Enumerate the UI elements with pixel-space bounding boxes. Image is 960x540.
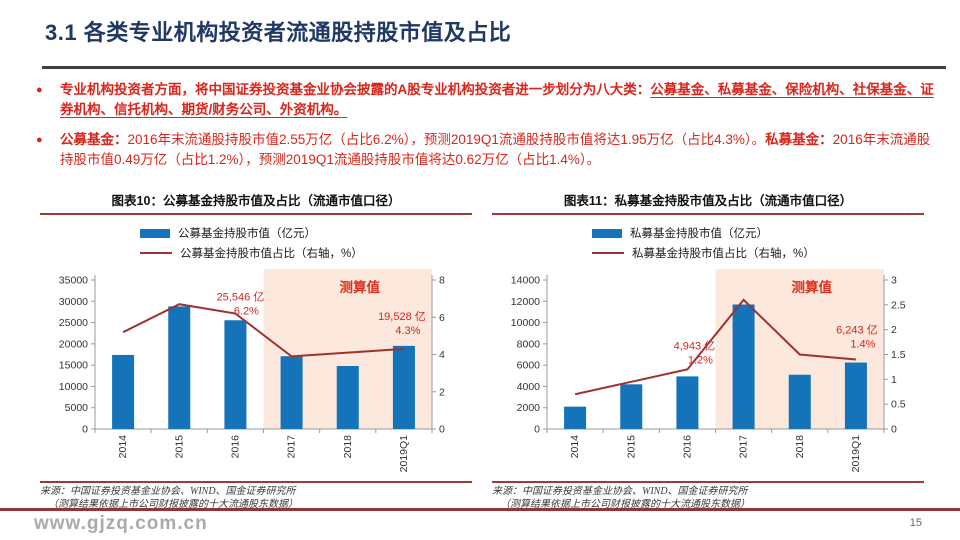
chart-title-private: 图表11：私募基金持股市值及占比（流通市值口径）: [492, 190, 924, 215]
svg-text:2018: 2018: [794, 435, 806, 459]
bullet-2-term-public: 公募基金：: [60, 131, 128, 147]
svg-text:5000: 5000: [65, 402, 89, 414]
combo-chart-public: 0 5000 10000 15000 20000 25000 30000 35000 0 2 4 6 8…: [59, 269, 445, 473]
legend-label-bar: 公募基金持股市值（亿元）: [178, 228, 316, 240]
page-number: 15: [909, 517, 922, 529]
svg-text:2016: 2016: [681, 435, 693, 459]
svg-text:15000: 15000: [59, 360, 88, 372]
svg-text:25000: 25000: [59, 317, 88, 329]
svg-text:4000: 4000: [517, 381, 541, 393]
svg-text:25,546 亿: 25,546 亿: [217, 291, 265, 304]
svg-text:2: 2: [891, 324, 897, 336]
bullet-1-underlined: 公募基金、私募基金、保险机构、社保基金、证券机构、信托机构、期货/财务公司、外资…: [60, 82, 934, 118]
chart-panel-public-fund: 图表10：公募基金持股市值及占比（流通市值口径） 公募基金持股市值（亿元） 公募…: [40, 190, 472, 511]
footer-divider: [0, 508, 960, 511]
svg-text:2019Q1: 2019Q1: [850, 435, 862, 473]
svg-text:2000: 2000: [517, 402, 541, 414]
svg-text:测算值: 测算值: [340, 279, 381, 295]
bullet-2-text: 公募基金：2016年末流通股持股市值2.55万亿（占比6.2%），预测2019Q…: [60, 130, 938, 171]
svg-text:2018: 2018: [342, 435, 354, 459]
page-title: 3.1 各类专业机构投资者流通股持股市值及占比: [45, 20, 512, 45]
svg-text:2017: 2017: [738, 435, 750, 459]
legend-label-line: 私募基金持股市值占比（右轴，%）: [632, 248, 815, 260]
svg-text:4,943 亿: 4,943 亿: [674, 339, 716, 352]
svg-text:1.2%: 1.2%: [688, 354, 713, 366]
svg-text:6.2%: 6.2%: [234, 306, 259, 318]
bullet-dot-icon: ●: [36, 84, 43, 96]
svg-text:4.3%: 4.3%: [395, 325, 420, 337]
svg-text:6: 6: [439, 312, 445, 324]
svg-text:0: 0: [439, 424, 445, 436]
svg-text:2: 2: [439, 386, 445, 398]
source-line-2: （测算结果依据上市公司财报披露的十大流通股东数据）: [500, 498, 750, 510]
legend-private: 私募基金持股市值（亿元） 私募基金持股市值占比（右轴，%）: [592, 223, 924, 263]
legend-public: 公募基金持股市值（亿元） 公募基金持股市值占比（右轴，%）: [140, 223, 472, 263]
chart-title-public: 图表10：公募基金持股市值及占比（流通市值口径）: [40, 190, 472, 215]
bar-swatch-icon: [140, 228, 170, 238]
svg-text:30000: 30000: [59, 296, 88, 308]
bullet-2-text-private: 2016年末流通股持股市值0.49万亿（占比1.2%），预测2019Q1流通股持…: [60, 131, 931, 167]
svg-text:8: 8: [439, 275, 445, 287]
svg-text:2015: 2015: [173, 435, 185, 459]
svg-text:2017: 2017: [286, 435, 298, 459]
svg-text:1.4%: 1.4%: [850, 338, 875, 350]
bullet-list: ● 专业机构投资者方面，将中国证券投资基金业协会披露的A股专业机构投资者进一步划…: [36, 80, 938, 179]
svg-text:测算值: 测算值: [792, 279, 833, 295]
source-note-private: 来源：中国证券投资基金业协会、WIND、国金证券研究所 （测算结果依据上市公司财…: [492, 486, 924, 511]
source-note-public: 来源：中国证券投资基金业协会、WIND、国金证券研究所 （测算结果依据上市公司财…: [40, 486, 472, 511]
svg-text:2014: 2014: [569, 435, 581, 459]
svg-text:8000: 8000: [517, 338, 541, 350]
legend-item-bar: 私募基金持股市值（亿元）: [592, 223, 924, 243]
bullet-item-1: ● 专业机构投资者方面，将中国证券投资基金业协会披露的A股专业机构投资者进一步划…: [36, 80, 938, 121]
svg-text:2.5: 2.5: [891, 299, 906, 311]
chart-bottom-rule: [40, 481, 472, 483]
svg-text:2015: 2015: [625, 435, 637, 459]
line-swatch-icon: [592, 252, 624, 254]
svg-text:35000: 35000: [59, 275, 88, 287]
svg-text:1.5: 1.5: [891, 349, 906, 361]
bullet-1-lead: 专业机构投资者方面，将中国证券投资基金业协会披露的A股专业机构投资者进一步划分为…: [60, 82, 651, 97]
legend-item-bar: 公募基金持股市值（亿元）: [140, 223, 472, 243]
combo-chart-private: 0 2000 4000 6000 8000 10000 12000 14000 0 0.5 1 1.5…: [511, 269, 906, 473]
line-swatch-icon: [140, 252, 172, 254]
bullet-1-text: 专业机构投资者方面，将中国证券投资基金业协会披露的A股专业机构投资者进一步划分为…: [60, 80, 938, 121]
svg-text:0: 0: [891, 424, 897, 436]
svg-text:3: 3: [891, 275, 897, 287]
svg-text:10000: 10000: [511, 317, 540, 329]
chart-bottom-rule: [492, 481, 924, 483]
bullet-2-term-private: 私募基金：: [765, 131, 833, 147]
svg-text:19,528 亿: 19,528 亿: [378, 310, 426, 323]
svg-text:2016: 2016: [229, 435, 241, 459]
source-line-1: 来源：中国证券投资基金业协会、WIND、国金证券研究所: [40, 486, 296, 497]
svg-text:10000: 10000: [59, 381, 88, 393]
bar-swatch-icon: [592, 228, 622, 238]
svg-text:14000: 14000: [511, 275, 540, 287]
site-watermark: www.gjzq.com.cn: [34, 513, 208, 534]
svg-text:6,243 亿: 6,243 亿: [836, 323, 878, 336]
svg-text:1: 1: [891, 374, 897, 386]
header-divider: [42, 66, 946, 69]
svg-text:2019Q1: 2019Q1: [398, 435, 410, 473]
legend-label-bar: 私募基金持股市值（亿元）: [630, 228, 768, 240]
chart-panel-private-fund: 图表11：私募基金持股市值及占比（流通市值口径） 私募基金持股市值（亿元） 私募…: [492, 190, 924, 511]
legend-label-line: 公募基金持股市值占比（右轴，%）: [180, 248, 363, 260]
svg-text:12000: 12000: [511, 296, 540, 308]
source-line-1: 来源：中国证券投资基金业协会、WIND、国金证券研究所: [492, 486, 748, 497]
svg-text:2014: 2014: [117, 435, 129, 459]
svg-text:0: 0: [82, 424, 88, 436]
bullet-item-2: ● 公募基金：2016年末流通股持股市值2.55万亿（占比6.2%），预测201…: [36, 130, 938, 171]
svg-text:20000: 20000: [59, 338, 88, 350]
bullet-dot-icon: ●: [36, 133, 43, 146]
svg-text:0.5: 0.5: [891, 399, 906, 411]
source-line-2: （测算结果依据上市公司财报披露的十大流通股东数据）: [48, 498, 298, 510]
bullet-2-text-public: 2016年末流通股持股市值2.55万亿（占比6.2%），预测2019Q1流通股持…: [127, 131, 766, 147]
legend-item-line: 私募基金持股市值占比（右轴，%）: [592, 243, 924, 263]
legend-item-line: 公募基金持股市值占比（右轴，%）: [140, 243, 472, 263]
svg-text:6000: 6000: [517, 360, 541, 372]
svg-text:4: 4: [439, 349, 445, 361]
svg-text:0: 0: [534, 424, 540, 436]
